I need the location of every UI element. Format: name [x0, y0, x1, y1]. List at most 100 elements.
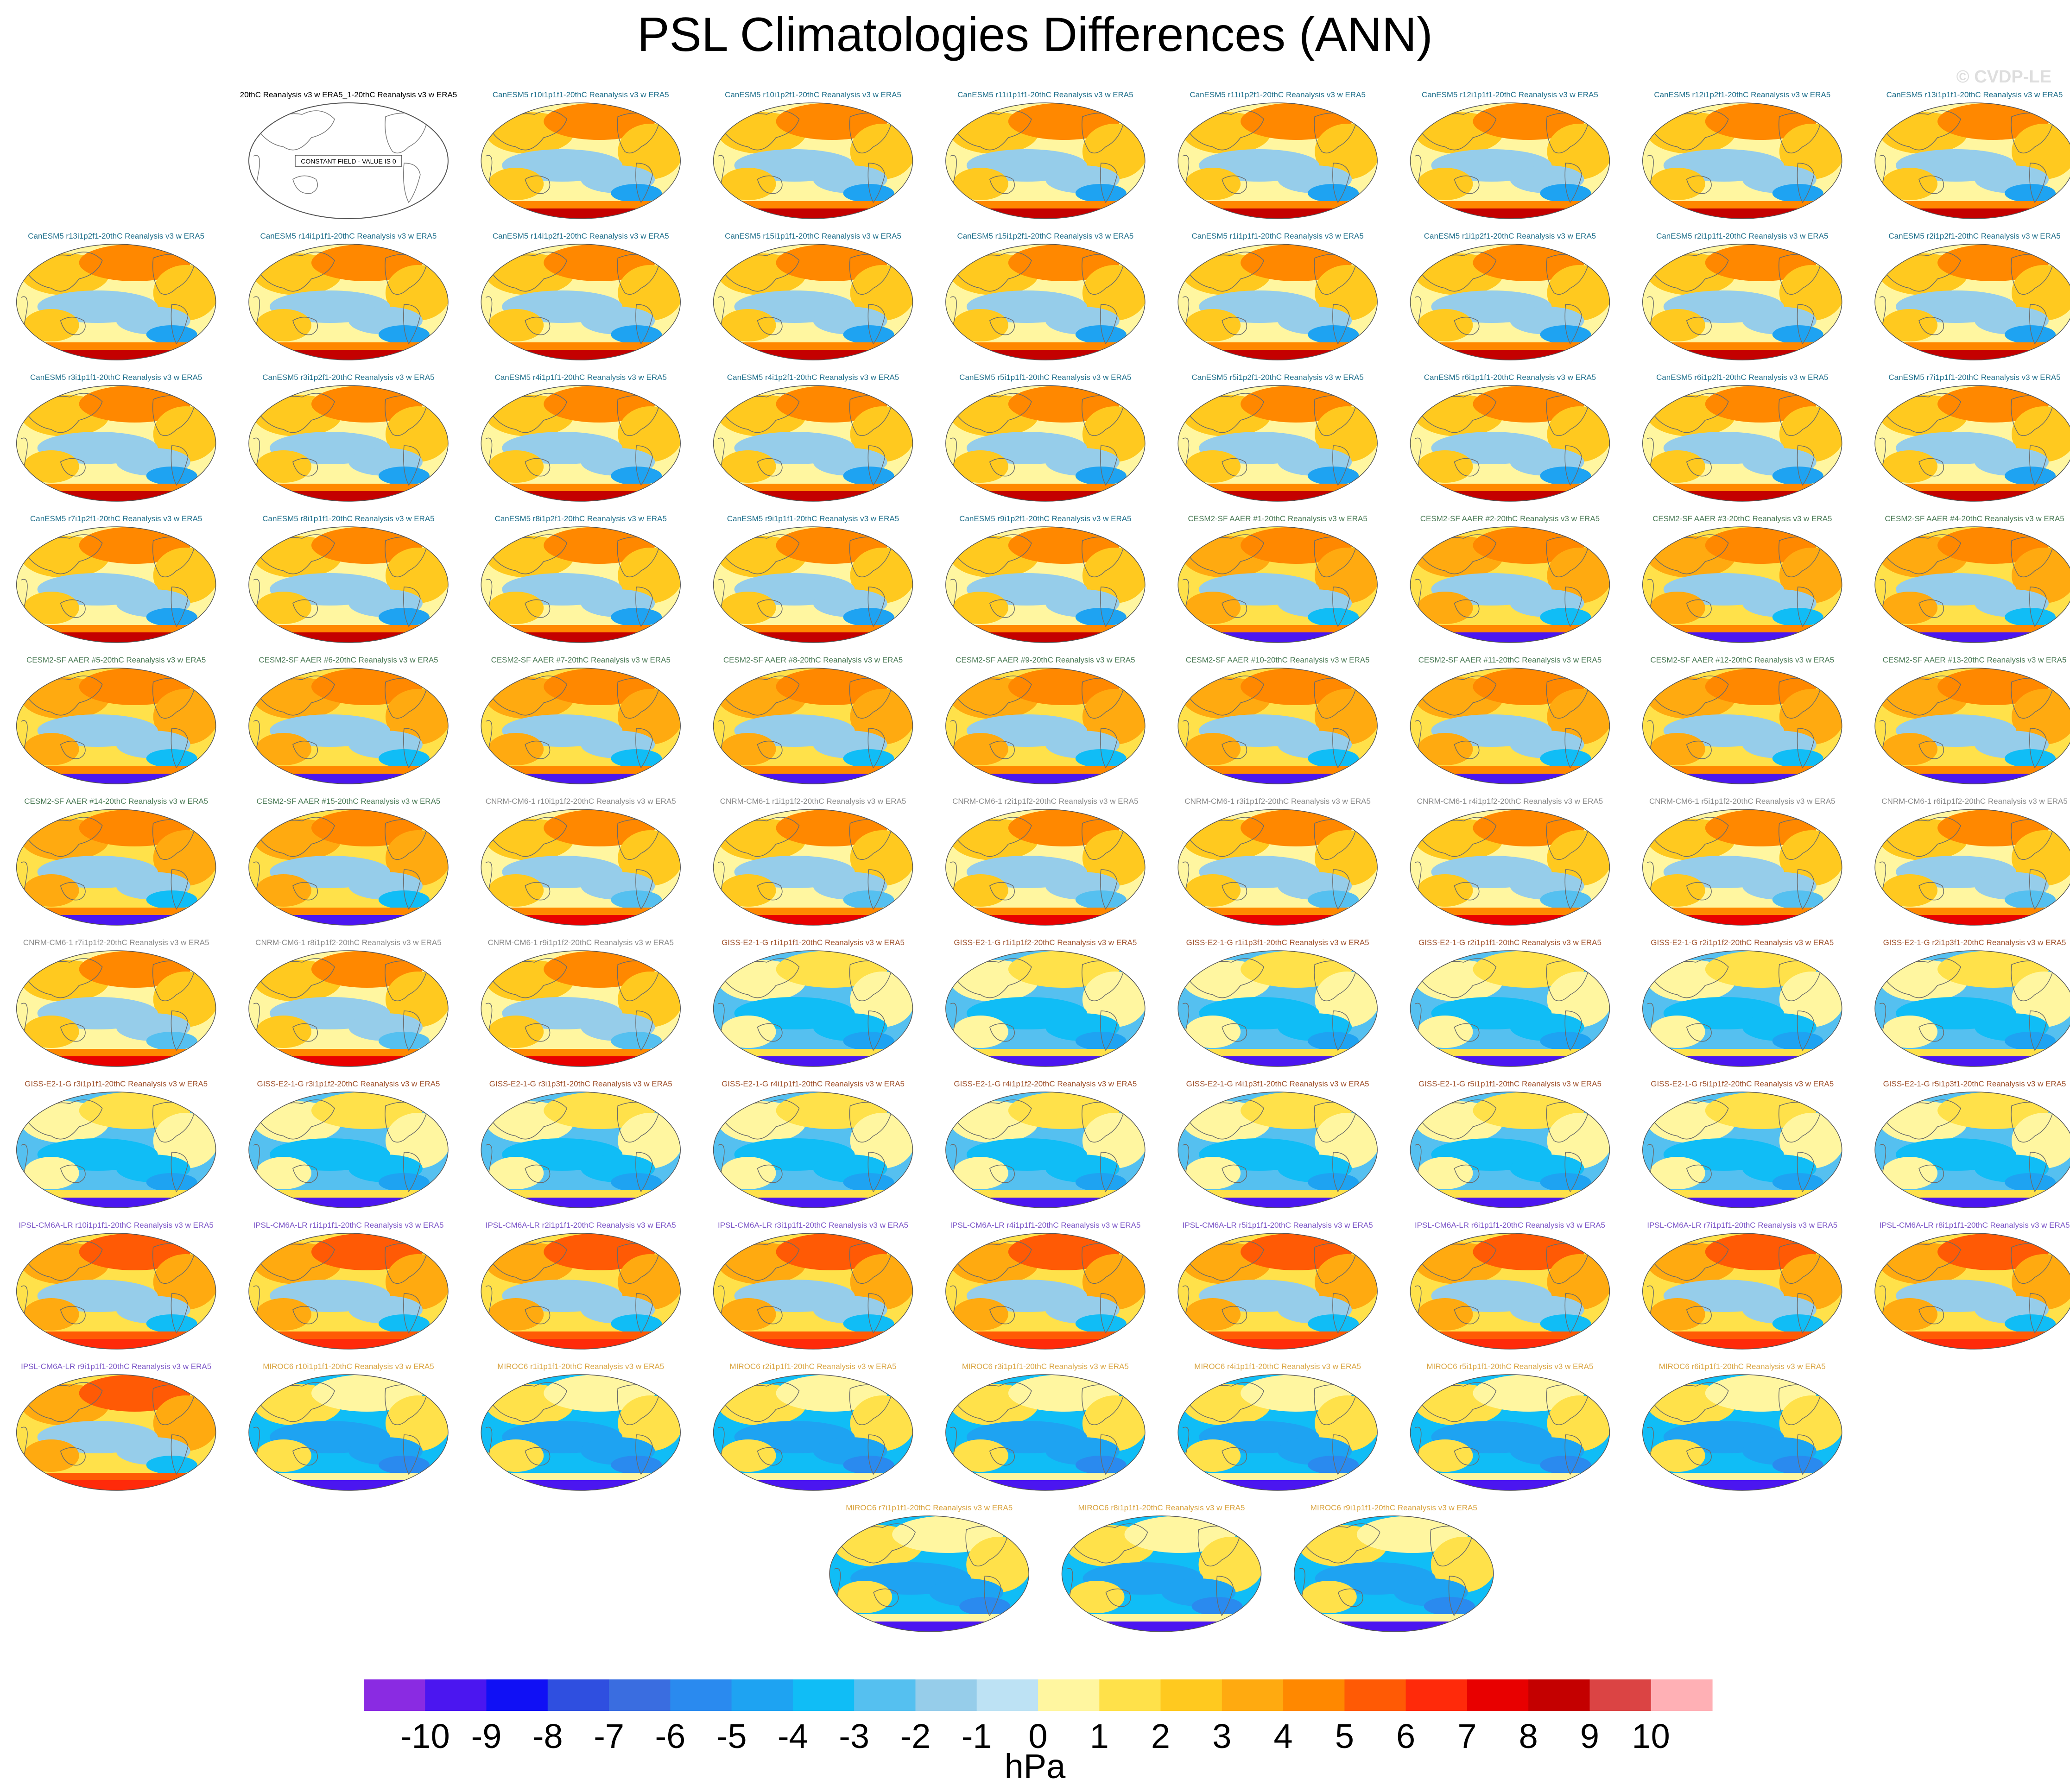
map-ellipse: [1874, 809, 2070, 926]
map-ellipse: [1410, 526, 1610, 643]
map-panel: MIROC6 r4i1p1f1-20thC Reanalysis v3 w ER…: [1177, 1362, 1378, 1491]
map-ellipse: [1874, 668, 2070, 784]
map-ellipse: [1642, 668, 1842, 784]
map-ellipse: [16, 950, 216, 1067]
panel-title: GISS-E2-1-G r2i1p3f1-20thC Reanalysis v3…: [1883, 938, 2066, 947]
map-ellipse: [1410, 668, 1610, 784]
panel-title: GISS-E2-1-G r3i1p1f1-20thC Reanalysis v3…: [25, 1079, 208, 1088]
colorbar-bin: [547, 1679, 609, 1711]
map-ellipse: [1294, 1515, 1494, 1632]
panel-title: CanESM5 r1i1p2f1-20thC Reanalysis v3 w E…: [1424, 232, 1596, 240]
map-panel: GISS-E2-1-G r1i1p1f1-20thC Reanalysis v3…: [713, 938, 913, 1067]
map-panel: GISS-E2-1-G r3i1p3f1-20thC Reanalysis v3…: [481, 1079, 681, 1208]
panel-title: CESM2-SF AAER #15-20thC Reanalysis v3 w …: [257, 797, 441, 806]
map-ellipse: [248, 1374, 449, 1491]
map-ellipse: [1410, 385, 1610, 502]
map-ellipse: [945, 526, 1146, 643]
colorbar-bin: [854, 1679, 916, 1711]
colorbar-tick-label: -10: [400, 1717, 450, 1755]
colorbar-tick-label: 4: [1274, 1717, 1293, 1755]
map-ellipse: [1642, 950, 1842, 1067]
map-ellipse: [945, 668, 1146, 784]
colorbar-bin: [1405, 1679, 1468, 1711]
map-panel: CanESM5 r9i1p1f1-20thC Reanalysis v3 w E…: [713, 514, 913, 643]
panel-title: CESM2-SF AAER #8-20thC Reanalysis v3 w E…: [723, 656, 903, 664]
map-panel: CESM2-SF AAER #14-20thC Reanalysis v3 w …: [16, 797, 216, 926]
map-panel: IPSL-CM6A-LR r6i1p1f1-20thC Reanalysis v…: [1410, 1221, 1610, 1350]
map-panel: GISS-E2-1-G r4i1p1f1-20thC Reanalysis v3…: [713, 1079, 913, 1208]
map-ellipse: [713, 809, 913, 926]
panel-title: MIROC6 r7i1p1f1-20thC Reanalysis v3 w ER…: [846, 1503, 1013, 1512]
panel-title: CanESM5 r13i1p1f1-20thC Reanalysis v3 w …: [1886, 90, 2063, 99]
map-ellipse: [1642, 526, 1842, 643]
map-ellipse: [945, 1092, 1146, 1208]
panel-title: CanESM5 r8i1p2f1-20thC Reanalysis v3 w E…: [495, 514, 667, 523]
panel-title: MIROC6 r9i1p1f1-20thC Reanalysis v3 w ER…: [1310, 1503, 1477, 1512]
map-panel: CanESM5 r4i1p2f1-20thC Reanalysis v3 w E…: [713, 373, 913, 502]
map-ellipse: [481, 102, 681, 219]
panel-title: CanESM5 r2i1p2f1-20thC Reanalysis v3 w E…: [1888, 232, 2060, 240]
panel-title: CanESM5 r8i1p1f1-20thC Reanalysis v3 w E…: [262, 514, 434, 523]
colorbar-bin: [1589, 1679, 1652, 1711]
colorbar-bin: [731, 1679, 793, 1711]
map-ellipse: [1410, 1374, 1610, 1491]
panel-title: GISS-E2-1-G r3i1p1f2-20thC Reanalysis v3…: [257, 1079, 440, 1088]
map-panel: CESM2-SF AAER #10-20thC Reanalysis v3 w …: [1177, 656, 1378, 784]
panel-title: GISS-E2-1-G r2i1p1f2-20thC Reanalysis v3…: [1651, 938, 1834, 947]
map-ellipse: [481, 1374, 681, 1491]
panel-title: CESM2-SF AAER #10-20thC Reanalysis v3 w …: [1186, 656, 1370, 664]
panel-title: GISS-E2-1-G r1i1p3f1-20thC Reanalysis v3…: [1186, 938, 1369, 947]
map-panel: GISS-E2-1-G r3i1p1f1-20thC Reanalysis v3…: [16, 1079, 216, 1208]
map-ellipse: [1642, 1233, 1842, 1350]
map-ellipse: [1874, 1092, 2070, 1208]
map-panel: MIROC6 r3i1p1f1-20thC Reanalysis v3 w ER…: [945, 1362, 1146, 1491]
map-ellipse: [481, 950, 681, 1067]
panel-title: IPSL-CM6A-LR r9i1p1f1-20thC Reanalysis v…: [21, 1362, 211, 1371]
panel-title: CNRM-CM6-1 r2i1p1f2-20thC Reanalysis v3 …: [952, 797, 1139, 806]
watermark: © CVDP-LE: [1956, 67, 2051, 87]
map-panel: CESM2-SF AAER #1-20thC Reanalysis v3 w E…: [1177, 514, 1378, 643]
panel-title: CNRM-CM6-1 r6i1p1f2-20thC Reanalysis v3 …: [1881, 797, 2068, 806]
panel-title: CanESM5 r7i1p1f1-20thC Reanalysis v3 w E…: [1888, 373, 2060, 382]
panel-title: CNRM-CM6-1 r10i1p1f2-20thC Reanalysis v3…: [486, 797, 676, 806]
map-panel: CNRM-CM6-1 r6i1p1f2-20thC Reanalysis v3 …: [1874, 797, 2070, 926]
map-ellipse: [481, 526, 681, 643]
colorbar-tick-label: -9: [471, 1717, 502, 1755]
panel-title: CESM2-SF AAER #6-20thC Reanalysis v3 w E…: [259, 656, 438, 664]
map-panel: GISS-E2-1-G r2i1p1f1-20thC Reanalysis v3…: [1410, 938, 1610, 1067]
panel-title: IPSL-CM6A-LR r7i1p1f1-20thC Reanalysis v…: [1647, 1221, 1837, 1230]
panel-title: IPSL-CM6A-LR r10i1p1f1-20thC Reanalysis …: [19, 1221, 213, 1230]
map-ellipse: [1177, 526, 1378, 643]
panel-title: IPSL-CM6A-LR r5i1p1f1-20thC Reanalysis v…: [1183, 1221, 1373, 1230]
map-panel: CanESM5 r15i1p2f1-20thC Reanalysis v3 w …: [945, 232, 1146, 360]
panel-title: CanESM5 r5i1p2f1-20thC Reanalysis v3 w E…: [1191, 373, 1363, 382]
colorbar-bin: [1038, 1679, 1100, 1711]
map-panel: MIROC6 r5i1p1f1-20thC Reanalysis v3 w ER…: [1410, 1362, 1610, 1491]
colorbar-tick-label: 2: [1151, 1717, 1170, 1755]
panel-title: CESM2-SF AAER #4-20thC Reanalysis v3 w E…: [1885, 514, 2064, 523]
panel-title: CanESM5 r5i1p1f1-20thC Reanalysis v3 w E…: [959, 373, 1131, 382]
panel-title: CNRM-CM6-1 r1i1p1f2-20thC Reanalysis v3 …: [720, 797, 906, 806]
map-ellipse: [713, 1374, 913, 1491]
map-ellipse: [481, 244, 681, 360]
colorbar-bin: [425, 1679, 487, 1711]
map-ellipse: [1874, 102, 2070, 219]
panel-title: IPSL-CM6A-LR r3i1p1f1-20thC Reanalysis v…: [718, 1221, 908, 1230]
map-panel: CanESM5 r6i1p1f1-20thC Reanalysis v3 w E…: [1410, 373, 1610, 502]
map-panel: GISS-E2-1-G r1i1p1f2-20thC Reanalysis v3…: [945, 938, 1146, 1067]
map-ellipse: [481, 385, 681, 502]
panel-title: CNRM-CM6-1 r4i1p1f2-20thC Reanalysis v3 …: [1417, 797, 1603, 806]
panel-title: CESM2-SF AAER #5-20thC Reanalysis v3 w E…: [26, 656, 206, 664]
map-panel: CanESM5 r13i1p1f1-20thC Reanalysis v3 w …: [1874, 90, 2070, 219]
map-ellipse: [16, 244, 216, 360]
colorbar-bin: [1283, 1679, 1345, 1711]
panel-title: CanESM5 r14i1p2f1-20thC Reanalysis v3 w …: [493, 232, 669, 240]
map-panel: IPSL-CM6A-LR r1i1p1f1-20thC Reanalysis v…: [248, 1221, 449, 1350]
map-ellipse: [1642, 385, 1842, 502]
map-panel: CanESM5 r8i1p2f1-20thC Reanalysis v3 w E…: [481, 514, 681, 643]
colorbar-tick-label: 7: [1457, 1717, 1476, 1755]
map-ellipse: [1642, 244, 1842, 360]
map-panel: CESM2-SF AAER #7-20thC Reanalysis v3 w E…: [481, 656, 681, 784]
map-panel: CanESM5 r3i1p2f1-20thC Reanalysis v3 w E…: [248, 373, 449, 502]
panel-title: CanESM5 r3i1p1f1-20thC Reanalysis v3 w E…: [30, 373, 202, 382]
